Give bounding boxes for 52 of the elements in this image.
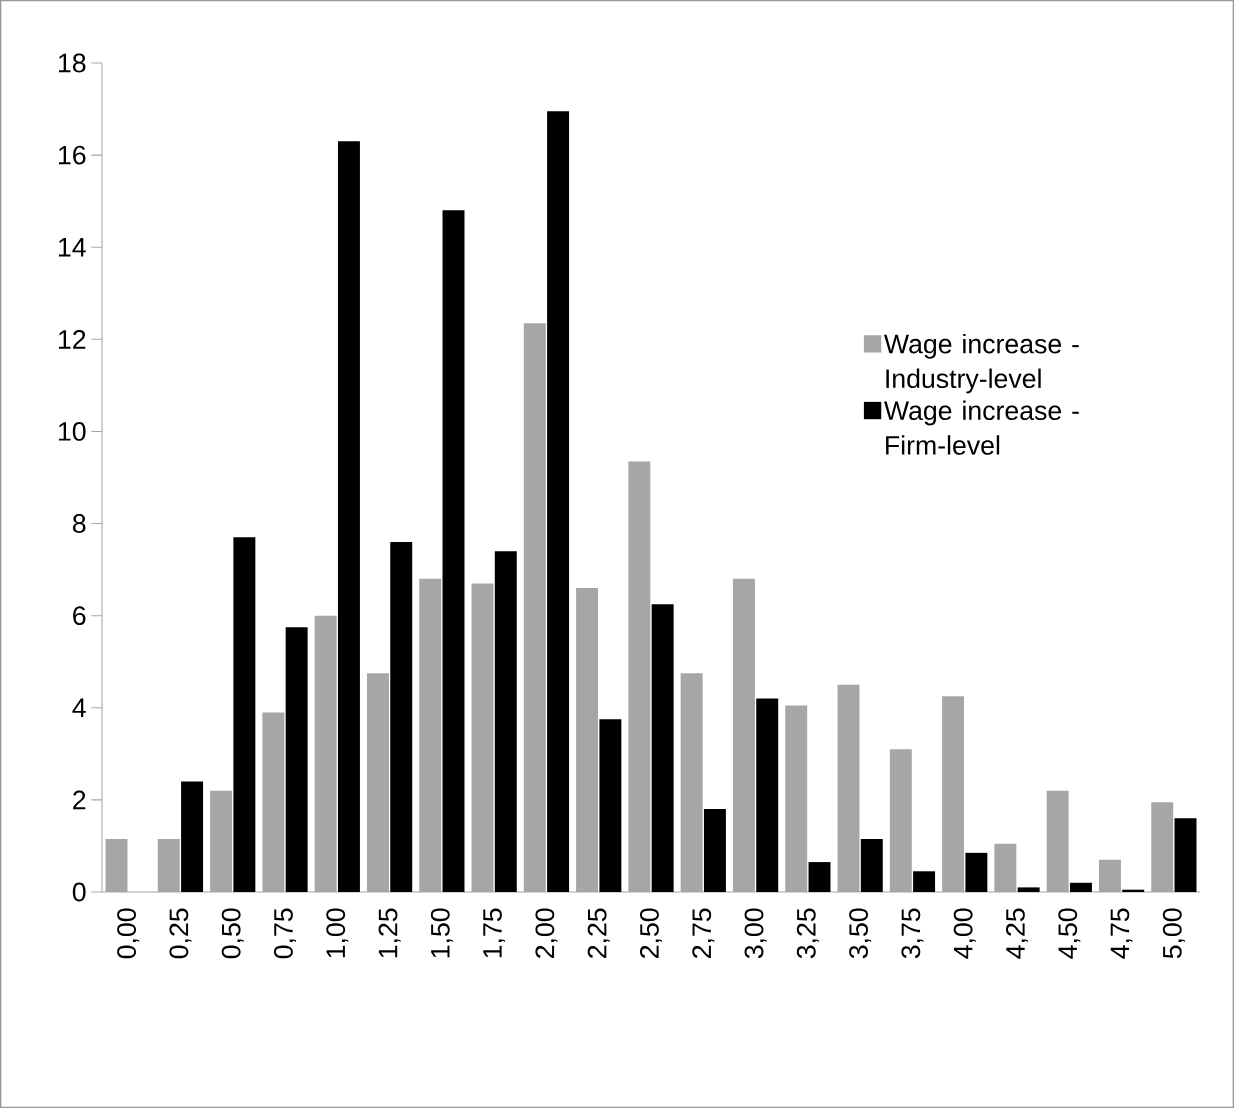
bar [181,781,204,892]
bar [442,210,465,892]
bar [756,698,779,892]
y-tick-label: 0 [72,882,86,902]
x-tick-label: 2,00 [535,908,558,958]
x-tick-label: 1,50 [430,908,453,958]
y-tick-label: 10 [58,422,86,441]
x-tick-label: 0,00 [117,908,140,959]
y-tick-label: 16 [58,145,86,165]
y-tick-label: 14 [58,238,86,257]
x-tick-label: 1,25 [378,908,401,958]
bar [1069,882,1092,892]
y-tick-label: 2 [73,790,86,810]
y-tick-label: 4 [72,698,86,717]
y-tick-label: 12 [58,330,86,349]
bar [913,871,936,892]
bar [547,111,570,892]
bar [1017,887,1040,892]
x-tick-label: 0,25 [169,908,192,959]
bar [703,809,726,892]
x-tick-label: 3,75 [901,908,924,959]
x-tick-label: 4,75 [1110,908,1133,959]
x-tick-label: 3,00 [744,908,767,959]
legend-label: Wage increase - Industry-level [884,333,1079,394]
x-tick-label: 0,75 [274,908,297,959]
x-tick-label: 3,25 [796,908,819,959]
bar [651,604,674,892]
x-tick-label: 1,00 [326,908,349,958]
x-tick-label: 2,50 [640,908,663,958]
bar [390,541,413,892]
x-tick-label: 4,50 [1058,908,1081,959]
y-tick-label: 6 [73,606,86,626]
bar [1174,818,1197,892]
bar [860,839,883,892]
y-tick-label: 8 [72,514,86,533]
x-tick-label: 0,50 [221,908,244,959]
bar [285,627,308,892]
x-tick-label: 1,75 [483,908,506,958]
x-tick-label: 5,00 [1162,908,1185,959]
bar [965,852,988,892]
bar [233,537,256,892]
x-tick-label: 3,50 [849,908,872,959]
bar [808,862,831,892]
x-tick-label: 2,75 [692,908,715,958]
legend-label: Wage increase - Firm-level [884,400,1079,455]
x-tick-label: 4,00 [953,908,976,959]
y-tick-label: 18 [58,53,86,73]
x-tick-label: 2,25 [587,908,610,958]
bar [337,141,360,892]
bar [599,719,622,892]
x-tick-label: 4,25 [1006,908,1029,959]
bar [494,551,517,892]
